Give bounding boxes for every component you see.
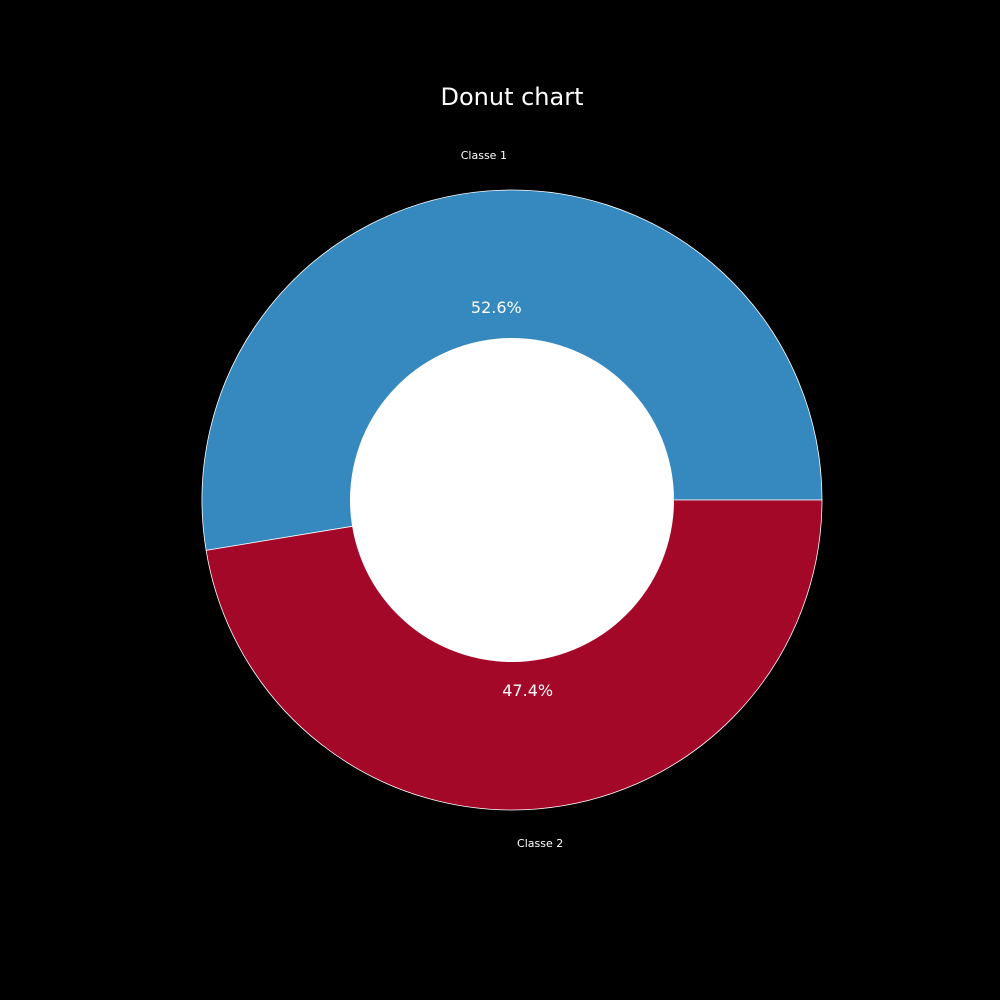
value-label-2: 47.4% (502, 681, 553, 700)
chart-title: Donut chart (440, 83, 583, 111)
donut-hole (350, 338, 674, 662)
donut-labels: 52.6% Classe 1 47.4% Classe 2 (461, 149, 564, 850)
category-label-2: Classe 2 (517, 837, 563, 850)
value-label-1: 52.6% (471, 298, 522, 317)
category-label-1: Classe 1 (461, 149, 507, 162)
